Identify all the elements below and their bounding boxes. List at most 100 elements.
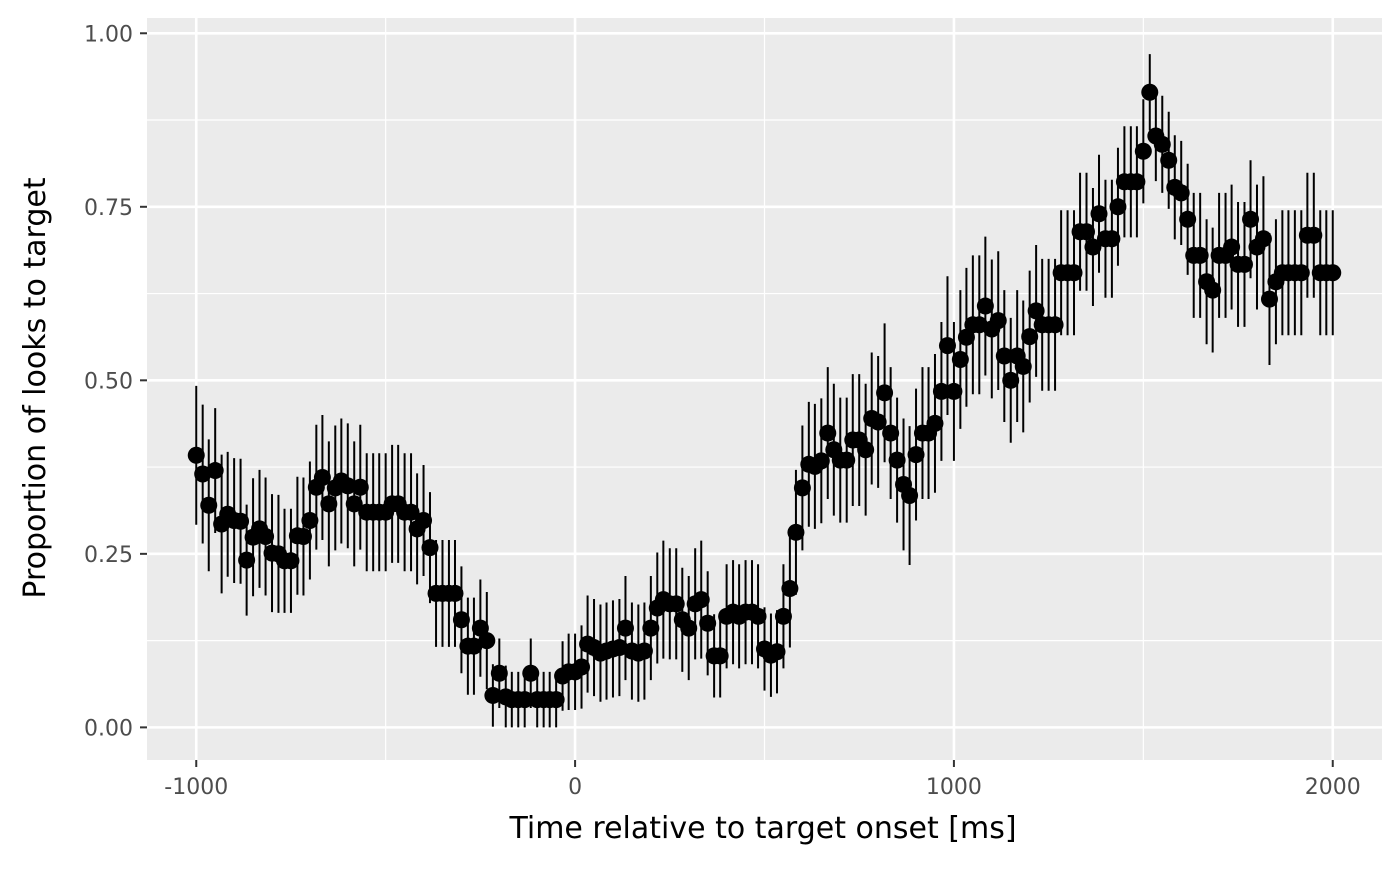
data-point bbox=[1153, 135, 1171, 153]
data-point bbox=[1141, 83, 1159, 101]
data-point bbox=[976, 297, 994, 315]
data-point bbox=[876, 384, 894, 402]
data-point bbox=[1103, 230, 1121, 248]
data-point bbox=[1160, 151, 1178, 169]
data-point bbox=[1305, 226, 1323, 244]
data-point bbox=[415, 512, 433, 530]
data-point bbox=[793, 479, 811, 497]
data-point bbox=[1078, 223, 1096, 241]
y-tick-label: 0.75 bbox=[84, 196, 133, 221]
data-point bbox=[282, 552, 300, 570]
data-point bbox=[516, 691, 534, 709]
data-point bbox=[232, 512, 250, 530]
data-point bbox=[938, 337, 956, 355]
data-point bbox=[339, 477, 357, 495]
y-tick-label: 1.00 bbox=[84, 22, 133, 47]
y-axis: 0.00 0.25 0.50 0.75 1.00 bbox=[84, 22, 147, 741]
data-point bbox=[768, 643, 786, 661]
data-point bbox=[1090, 205, 1108, 223]
data-point bbox=[1235, 255, 1253, 273]
data-point bbox=[522, 664, 540, 682]
data-point bbox=[951, 351, 969, 369]
x-axis: -1000 0 1000 2000 bbox=[164, 760, 1361, 800]
data-point bbox=[888, 451, 906, 469]
data-point bbox=[402, 503, 420, 521]
x-tick-label: 1000 bbox=[926, 775, 982, 800]
data-point bbox=[471, 619, 489, 637]
x-tick-label: -1000 bbox=[164, 775, 228, 800]
data-point bbox=[926, 414, 944, 432]
data-point bbox=[187, 446, 205, 464]
data-point bbox=[238, 551, 256, 569]
data-point bbox=[478, 632, 496, 650]
data-point bbox=[932, 382, 950, 400]
data-point bbox=[1084, 238, 1102, 256]
data-point bbox=[1065, 264, 1083, 282]
data-point bbox=[692, 591, 710, 609]
data-point bbox=[1324, 264, 1342, 282]
y-tick-label: 0.25 bbox=[84, 543, 133, 568]
data-point bbox=[345, 495, 363, 513]
data-point bbox=[452, 611, 470, 629]
data-point bbox=[781, 580, 799, 598]
data-point bbox=[1223, 238, 1241, 256]
data-point bbox=[901, 487, 919, 505]
data-point bbox=[446, 584, 464, 602]
data-point bbox=[490, 664, 508, 682]
data-point bbox=[547, 691, 565, 709]
data-point bbox=[294, 527, 312, 545]
data-point bbox=[787, 523, 805, 541]
data-point bbox=[882, 424, 900, 442]
data-point bbox=[680, 619, 698, 637]
data-point bbox=[642, 619, 660, 637]
data-point bbox=[1002, 371, 1020, 389]
data-point bbox=[351, 478, 369, 496]
data-point bbox=[1014, 357, 1032, 375]
data-point bbox=[1109, 198, 1127, 216]
data-points bbox=[187, 83, 1342, 709]
x-tick-label: 0 bbox=[568, 775, 582, 800]
x-axis-title: Time relative to target onset [ms] bbox=[508, 811, 1016, 846]
data-point bbox=[465, 637, 483, 655]
data-point bbox=[1191, 246, 1209, 264]
data-point bbox=[313, 468, 331, 486]
data-point bbox=[320, 495, 338, 513]
data-point bbox=[1179, 210, 1197, 228]
y-tick-label: 0.50 bbox=[84, 369, 133, 394]
data-point bbox=[1204, 281, 1222, 299]
data-point bbox=[989, 312, 1007, 330]
data-point bbox=[667, 595, 685, 613]
data-point bbox=[1027, 302, 1045, 320]
y-axis-title: Proportion of looks to target bbox=[18, 177, 53, 598]
data-point bbox=[838, 451, 856, 469]
data-point bbox=[907, 446, 925, 464]
minor-gridlines bbox=[147, 18, 1382, 760]
data-point bbox=[1046, 316, 1064, 334]
data-point bbox=[301, 512, 319, 530]
data-point bbox=[635, 642, 653, 660]
data-point bbox=[1021, 328, 1039, 346]
data-point bbox=[573, 658, 591, 676]
data-point bbox=[257, 527, 275, 545]
data-point bbox=[749, 607, 767, 625]
data-point bbox=[206, 462, 224, 480]
data-point bbox=[1172, 184, 1190, 202]
x-tick-label: 2000 bbox=[1305, 775, 1361, 800]
data-point bbox=[945, 382, 963, 400]
y-tick-label: 0.00 bbox=[84, 716, 133, 741]
data-point bbox=[1134, 142, 1152, 160]
data-point bbox=[1128, 173, 1146, 191]
data-point bbox=[869, 413, 887, 431]
data-point bbox=[616, 619, 634, 637]
data-point bbox=[699, 614, 717, 632]
data-point bbox=[1254, 230, 1272, 248]
data-point bbox=[1292, 264, 1310, 282]
data-point bbox=[1242, 210, 1260, 228]
data-point bbox=[774, 607, 792, 625]
data-point bbox=[812, 452, 830, 470]
data-point bbox=[857, 441, 875, 459]
data-point bbox=[819, 424, 837, 442]
data-point bbox=[421, 539, 439, 557]
